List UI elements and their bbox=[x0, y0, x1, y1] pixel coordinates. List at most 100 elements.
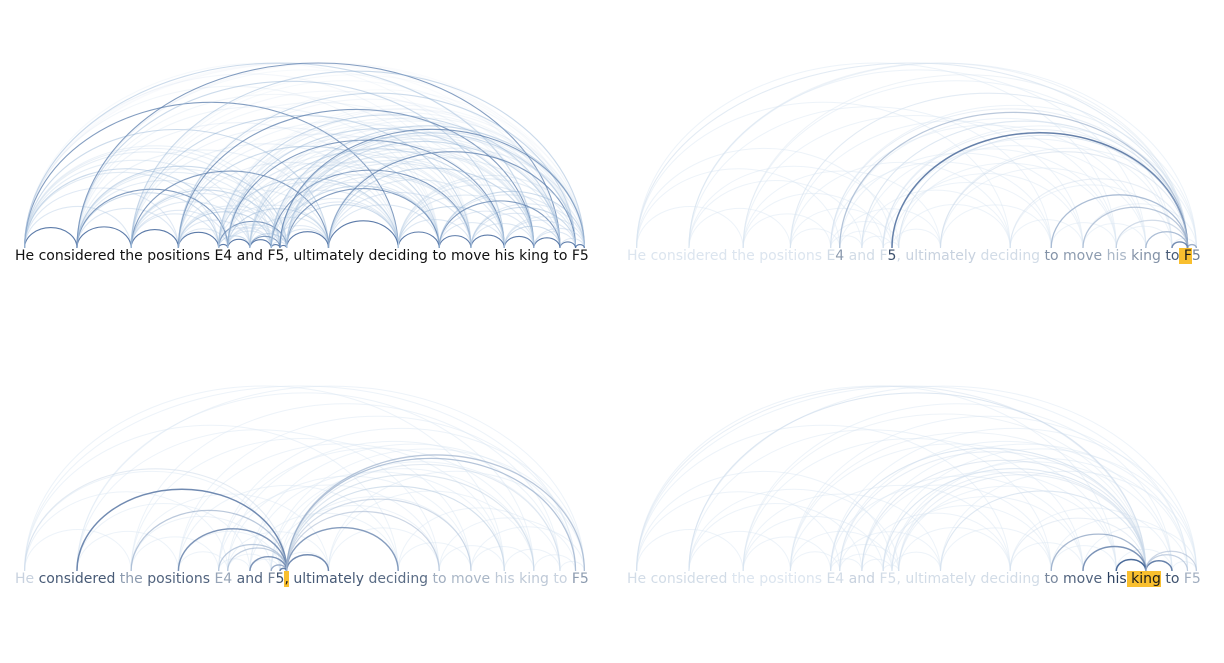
token[interactable]: 5 bbox=[1191, 248, 1201, 264]
attention-arc bbox=[636, 385, 1189, 572]
token[interactable]: and bbox=[232, 248, 264, 264]
token[interactable]: move bbox=[446, 248, 491, 264]
token[interactable]: , bbox=[284, 248, 289, 264]
attention-arc bbox=[1050, 545, 1117, 572]
token[interactable]: considered bbox=[646, 571, 728, 587]
token[interactable]: and bbox=[232, 571, 264, 587]
token[interactable]: the bbox=[727, 248, 755, 264]
token[interactable]: the bbox=[727, 571, 755, 587]
token[interactable]: , bbox=[284, 571, 289, 587]
token[interactable]: move bbox=[1058, 571, 1103, 587]
attention-arc bbox=[177, 109, 535, 249]
attention-arc bbox=[270, 198, 399, 249]
token[interactable]: ultimately bbox=[900, 248, 976, 264]
token[interactable]: his bbox=[1102, 248, 1127, 264]
token[interactable]: He bbox=[15, 248, 35, 264]
token[interactable]: and bbox=[844, 571, 876, 587]
token[interactable]: He bbox=[627, 248, 647, 264]
token[interactable]: considered bbox=[34, 248, 116, 264]
token[interactable]: 5 bbox=[887, 571, 897, 587]
token[interactable]: F bbox=[875, 571, 888, 587]
attention-arc bbox=[559, 560, 585, 572]
attention-arc bbox=[286, 485, 505, 572]
token[interactable]: 5 bbox=[887, 248, 897, 264]
token[interactable]: F bbox=[875, 248, 888, 264]
attention-arc bbox=[227, 547, 288, 572]
token[interactable]: 5 bbox=[275, 248, 285, 264]
token[interactable]: his bbox=[1102, 571, 1127, 587]
token[interactable]: He bbox=[627, 571, 647, 587]
attention-arc bbox=[76, 149, 330, 249]
attention-arc bbox=[249, 556, 288, 572]
token[interactable]: the bbox=[115, 571, 143, 587]
token[interactable]: to bbox=[1160, 571, 1180, 587]
token[interactable]: to bbox=[548, 571, 568, 587]
token[interactable]: positions bbox=[754, 248, 822, 264]
token[interactable]: deciding bbox=[364, 571, 429, 587]
token[interactable]: 4 bbox=[223, 571, 233, 587]
token[interactable]: ultimately bbox=[288, 571, 364, 587]
token[interactable]: considered bbox=[34, 571, 116, 587]
token[interactable]: E bbox=[210, 571, 224, 587]
token[interactable]: king bbox=[1126, 248, 1161, 264]
arc-diagram bbox=[636, 385, 1197, 572]
token[interactable]: positions bbox=[142, 571, 210, 587]
attention-arc bbox=[939, 490, 1147, 572]
token[interactable]: the bbox=[115, 248, 143, 264]
token[interactable]: to bbox=[548, 248, 568, 264]
token[interactable]: considered bbox=[646, 248, 728, 264]
token[interactable]: E bbox=[822, 248, 836, 264]
attention-arc bbox=[830, 447, 1147, 572]
attention-arc bbox=[789, 551, 841, 572]
token[interactable]: his bbox=[490, 571, 515, 587]
attention-arc bbox=[76, 168, 281, 249]
token[interactable]: his bbox=[490, 248, 515, 264]
token[interactable]: He bbox=[15, 571, 35, 587]
token[interactable]: 5 bbox=[579, 571, 589, 587]
token[interactable]: deciding bbox=[976, 248, 1041, 264]
token[interactable]: , bbox=[896, 248, 901, 264]
token[interactable]: ultimately bbox=[900, 571, 976, 587]
attention-arc bbox=[24, 62, 535, 249]
token[interactable]: positions bbox=[754, 571, 822, 587]
attention-arc bbox=[24, 148, 281, 249]
attention-arc bbox=[249, 120, 577, 249]
token[interactable]: F bbox=[263, 248, 276, 264]
attention-arc bbox=[177, 228, 229, 249]
token[interactable]: deciding bbox=[364, 248, 429, 264]
token[interactable]: E bbox=[210, 248, 224, 264]
token[interactable]: 5 bbox=[579, 248, 589, 264]
token[interactable]: F bbox=[1179, 571, 1192, 587]
token[interactable]: deciding bbox=[976, 571, 1041, 587]
token[interactable]: positions bbox=[142, 248, 210, 264]
token[interactable]: king bbox=[1126, 571, 1161, 587]
attention-arc bbox=[286, 474, 535, 572]
attention-arc bbox=[898, 135, 1189, 249]
attention-arc bbox=[130, 186, 288, 249]
token[interactable]: to bbox=[1040, 248, 1059, 264]
token[interactable]: F bbox=[567, 571, 580, 587]
token[interactable]: F bbox=[263, 571, 276, 587]
token[interactable]: move bbox=[1058, 248, 1103, 264]
token[interactable]: and bbox=[844, 248, 876, 264]
token[interactable]: , bbox=[896, 571, 901, 587]
token[interactable]: king bbox=[514, 571, 549, 587]
token[interactable]: 4 bbox=[835, 248, 845, 264]
attention-arc bbox=[327, 204, 440, 249]
attention-arc bbox=[285, 554, 330, 572]
attention-arc bbox=[76, 165, 288, 249]
token[interactable]: 4 bbox=[223, 248, 233, 264]
token[interactable]: to bbox=[428, 248, 447, 264]
token[interactable]: 5 bbox=[275, 571, 285, 587]
token[interactable]: king bbox=[514, 248, 549, 264]
token[interactable]: to bbox=[1040, 571, 1059, 587]
token[interactable]: F bbox=[1179, 248, 1192, 264]
token[interactable]: 4 bbox=[835, 571, 845, 587]
token[interactable]: E bbox=[822, 571, 836, 587]
token[interactable]: to bbox=[1160, 248, 1180, 264]
token[interactable]: to bbox=[428, 571, 447, 587]
token[interactable]: move bbox=[446, 571, 491, 587]
token[interactable]: ultimately bbox=[288, 248, 364, 264]
token[interactable]: 5 bbox=[1191, 571, 1201, 587]
token[interactable]: F bbox=[567, 248, 580, 264]
